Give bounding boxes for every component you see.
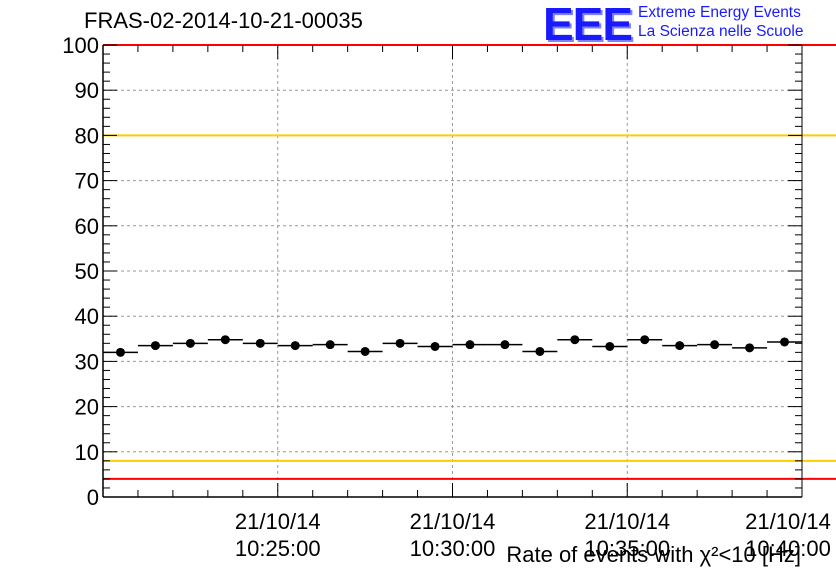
x-tick-time-label: 10:25:00: [235, 536, 321, 561]
logo-line-1: Extreme Energy Events: [638, 4, 801, 21]
data-point: [290, 341, 300, 351]
eee-logo: EEE Extreme Energy Events La Scienza nel…: [543, 1, 804, 47]
data-point: [220, 335, 230, 345]
data-point: [675, 341, 685, 351]
data-point: [745, 343, 755, 353]
data-point: [150, 341, 160, 351]
y-tick-label: 50: [75, 259, 99, 284]
data-point: [640, 335, 650, 345]
data-point: [570, 335, 580, 345]
y-tick-label: 80: [75, 123, 99, 148]
y-tick-label: 100: [62, 33, 99, 58]
chart-title: FRAS-02-2014-10-21-00035: [84, 8, 363, 33]
y-tick-label: 60: [75, 214, 99, 239]
data-point: [115, 347, 125, 357]
data-point: [535, 346, 545, 356]
data-point: [360, 346, 370, 356]
data-point: [430, 341, 440, 351]
x-axis-title: Rate of events with χ²<10 [Hz]: [506, 542, 801, 567]
y-tick-label: 0: [87, 485, 99, 510]
x-tick-time-label: 10:30:00: [410, 536, 496, 561]
y-tick-label: 20: [75, 395, 99, 420]
x-tick-date-label: 21/10/14: [235, 509, 321, 534]
data-point: [185, 338, 195, 348]
data-point: [395, 338, 405, 348]
logo-text: Extreme Energy Events La Scienza nelle S…: [638, 3, 803, 41]
y-tick-label: 30: [75, 349, 99, 374]
x-tick-date-label: 21/10/14: [584, 509, 670, 534]
y-tick-label: 70: [75, 169, 99, 194]
data-point: [465, 340, 475, 350]
data-point: [500, 340, 510, 350]
x-tick-date-label: 21/10/14: [410, 509, 496, 534]
logo-mark: EEE: [543, 0, 633, 50]
x-tick-date-label: 21/10/14: [745, 509, 831, 534]
data-point: [325, 340, 335, 350]
x-tick-time-label: 10:40:00: [745, 536, 831, 561]
data-point: [710, 340, 720, 350]
x-tick-time-label: 10:35:00: [584, 536, 670, 561]
logo-line-2: La Scienza nelle Scuole: [638, 23, 804, 40]
y-tick-label: 90: [75, 78, 99, 103]
data-point: [605, 341, 615, 351]
y-tick-label: 40: [75, 304, 99, 329]
y-tick-label: 10: [75, 440, 99, 465]
data-point: [780, 337, 790, 347]
data-point: [255, 338, 265, 348]
